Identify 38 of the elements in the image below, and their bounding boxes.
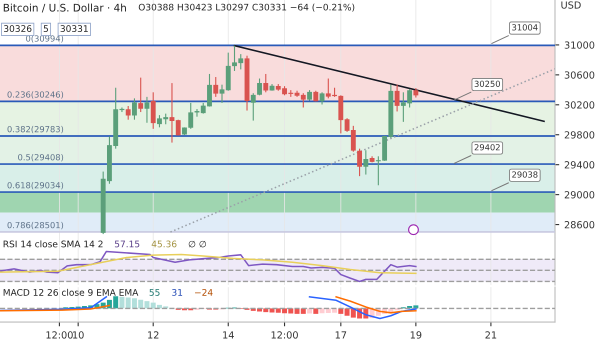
annotation: 30250 [474,80,500,87]
y-tick-label: 30200 [564,101,594,109]
x-tick-label: 14 [223,331,234,338]
text: 31 [172,289,182,296]
y-tick-label: 31000 [564,41,594,49]
annotation: O30388 H30423 L30297 C30331 −64 (−0.21%) [138,4,354,12]
text: 55 [150,289,160,296]
y-axis-title: USD [561,1,581,9]
annotation: 31004 [512,24,538,30]
chart-title: RSI 14 close SMA 14 2 [4,240,103,248]
annotation: 29038 [512,171,538,178]
x-tick-label: 12:00 [46,331,73,339]
annotation: 30326 [4,25,32,32]
text: ∅ ∅ [188,240,206,248]
x-tick-label: 10 [73,331,84,339]
chart-title: Bitcoin / U.S. Dollar · 4h [4,4,126,12]
y-tick-label: 29800 [564,131,594,139]
x-tick-label: 19 [410,331,422,339]
annotation: 5 [44,25,48,32]
annotation: 30331 [60,25,88,32]
ref-line-label: 0.618(29034) [8,182,64,190]
x-tick-label: 17 [336,331,346,338]
text: 45.36 [152,240,176,248]
ref-line-label: 0.382(29783) [8,126,64,134]
y-tick-label: 30600 [564,71,594,79]
chart-title: MACD 12 26 close 9 EMA EMA [4,288,138,296]
y-tick-label: 28600 [564,221,594,228]
text: 57.15 [114,240,140,248]
y-tick-label: 29000 [564,191,594,198]
y-tick-label: 29400 [564,161,594,169]
ref-line-label: 0.5(29408) [18,154,64,162]
ref-line-label: 0.786(28501) [8,222,64,230]
x-tick-label: 12 [148,331,158,338]
annotation: 29402 [474,144,500,150]
x-tick-label: 21 [485,331,496,338]
ref-line-label: 0.236(30246) [8,91,64,99]
text: −24 [195,289,213,296]
x-tick-label: 12:00 [272,331,298,339]
